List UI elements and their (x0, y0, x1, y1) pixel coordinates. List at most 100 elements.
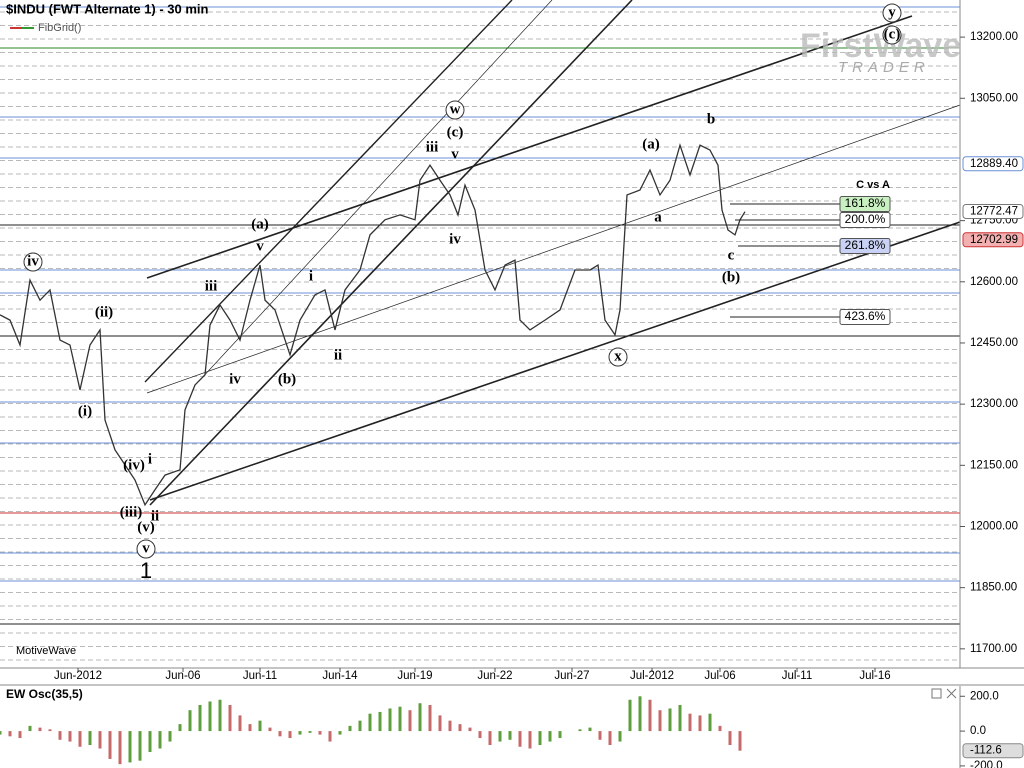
wave-label: (b) (278, 371, 296, 387)
osc-bar (678, 704, 682, 732)
panel-button[interactable] (946, 688, 957, 699)
osc-bar (358, 720, 362, 732)
osc-bar (608, 731, 612, 746)
x-tick-label: Jun-22 (477, 670, 512, 682)
wave-circle (445, 100, 465, 120)
osc-bar (248, 724, 252, 732)
osc-title: EW Osc(35,5) (6, 687, 83, 701)
osc-bar (328, 731, 332, 742)
osc-bar (708, 713, 712, 732)
osc-bar (48, 729, 52, 732)
wave-label: (ii) (95, 304, 113, 320)
x-tick-label: Jun-27 (554, 670, 589, 682)
osc-bar (388, 708, 392, 732)
wave-label: v (256, 238, 264, 254)
price-marker (962, 232, 1024, 248)
fib-box (839, 212, 891, 228)
panel-button[interactable] (931, 688, 942, 699)
y-tick-label: 12150.00 (970, 459, 1018, 471)
chart-title: $INDU (FWT Alternate 1) - 30 min (6, 1, 209, 16)
wave-label: ii (151, 508, 159, 524)
y-tick-label: 13200.00 (970, 31, 1018, 43)
osc-bar (0, 731, 2, 735)
osc-bar (198, 704, 202, 732)
x-tick-label: Jun-11 (243, 670, 277, 682)
osc-bar (658, 710, 662, 732)
osc-bar (218, 699, 222, 732)
osc-bar (448, 720, 452, 732)
osc-bar (338, 731, 342, 735)
osc-bar (618, 731, 622, 742)
price-line (0, 142, 746, 507)
osc-bar (508, 731, 512, 740)
osc-bar (188, 710, 192, 732)
x-tick-label: Jul-16 (859, 670, 890, 682)
osc-bar (348, 725, 352, 732)
osc-bar (378, 711, 382, 732)
osc-bar (598, 731, 602, 740)
osc-bar (298, 731, 302, 735)
x-tick-label: Jun-19 (397, 670, 432, 682)
wave-label: w (450, 101, 461, 117)
y-tick-label: 12000.00 (970, 521, 1018, 533)
trend-lines (144, 0, 961, 506)
price-marker-label: 12702.99 (970, 234, 1018, 246)
osc-bar (718, 725, 722, 732)
price-marker (962, 203, 1024, 219)
osc-bar (398, 706, 402, 732)
osc-bar (98, 731, 102, 749)
wave-label: i (148, 451, 152, 467)
y-tick-label: 11850.00 (970, 582, 1017, 594)
osc-bar (538, 731, 542, 746)
fib-label: C vs A (856, 179, 890, 191)
wave-label: iv (229, 371, 241, 387)
osc-bar (408, 710, 412, 732)
osc-bar (128, 731, 132, 763)
wave-label: iv (449, 231, 461, 247)
wave-label: (v) (137, 519, 155, 535)
y-tick-label: 0.0 (970, 725, 986, 737)
fib-box (839, 238, 891, 254)
wave-circle (23, 252, 43, 272)
wave-label: b (707, 111, 715, 127)
fib-box (839, 309, 891, 325)
wave-label: y (888, 4, 896, 20)
watermark: FirstWave (800, 27, 961, 65)
wave-circle (608, 347, 628, 367)
osc-bar (238, 715, 242, 732)
x-tick-label: Jun-2012 (54, 670, 102, 682)
osc-bar (258, 720, 262, 732)
osc-bar (558, 731, 562, 739)
price-marker (962, 156, 1024, 172)
wave-label: i (309, 268, 313, 284)
wave-label: 1 (140, 558, 152, 583)
wave-label: c (728, 247, 735, 263)
y-tick-label: 13050.00 (970, 92, 1018, 104)
fib-label: 161.8% (845, 196, 886, 210)
wave-label: x (614, 348, 622, 364)
osc-bar (28, 725, 32, 732)
wave-circle (882, 3, 902, 23)
osc-bar (438, 715, 442, 732)
osc-bar (8, 731, 12, 737)
y-tick-label: 12300.00 (970, 398, 1018, 410)
wave-label: v (451, 146, 459, 162)
osc-bar (478, 731, 482, 739)
osc-bar (548, 731, 552, 742)
osc-bar (588, 727, 592, 732)
osc-bar (318, 731, 322, 735)
osc-bar (628, 699, 632, 732)
wave-label: (c) (447, 124, 464, 140)
fib-grid (0, 6, 960, 661)
osc-bar (228, 704, 232, 732)
wave-circle (136, 539, 156, 559)
osc-bar (528, 731, 532, 749)
osc-bar (78, 731, 82, 747)
wave-label: (a) (642, 136, 660, 152)
osc-bar (158, 731, 162, 749)
wave-label: (iii) (120, 504, 143, 520)
price-marker-label: 12772.47 (970, 205, 1018, 217)
osc-bar (458, 724, 462, 732)
osc-bar (498, 731, 502, 742)
